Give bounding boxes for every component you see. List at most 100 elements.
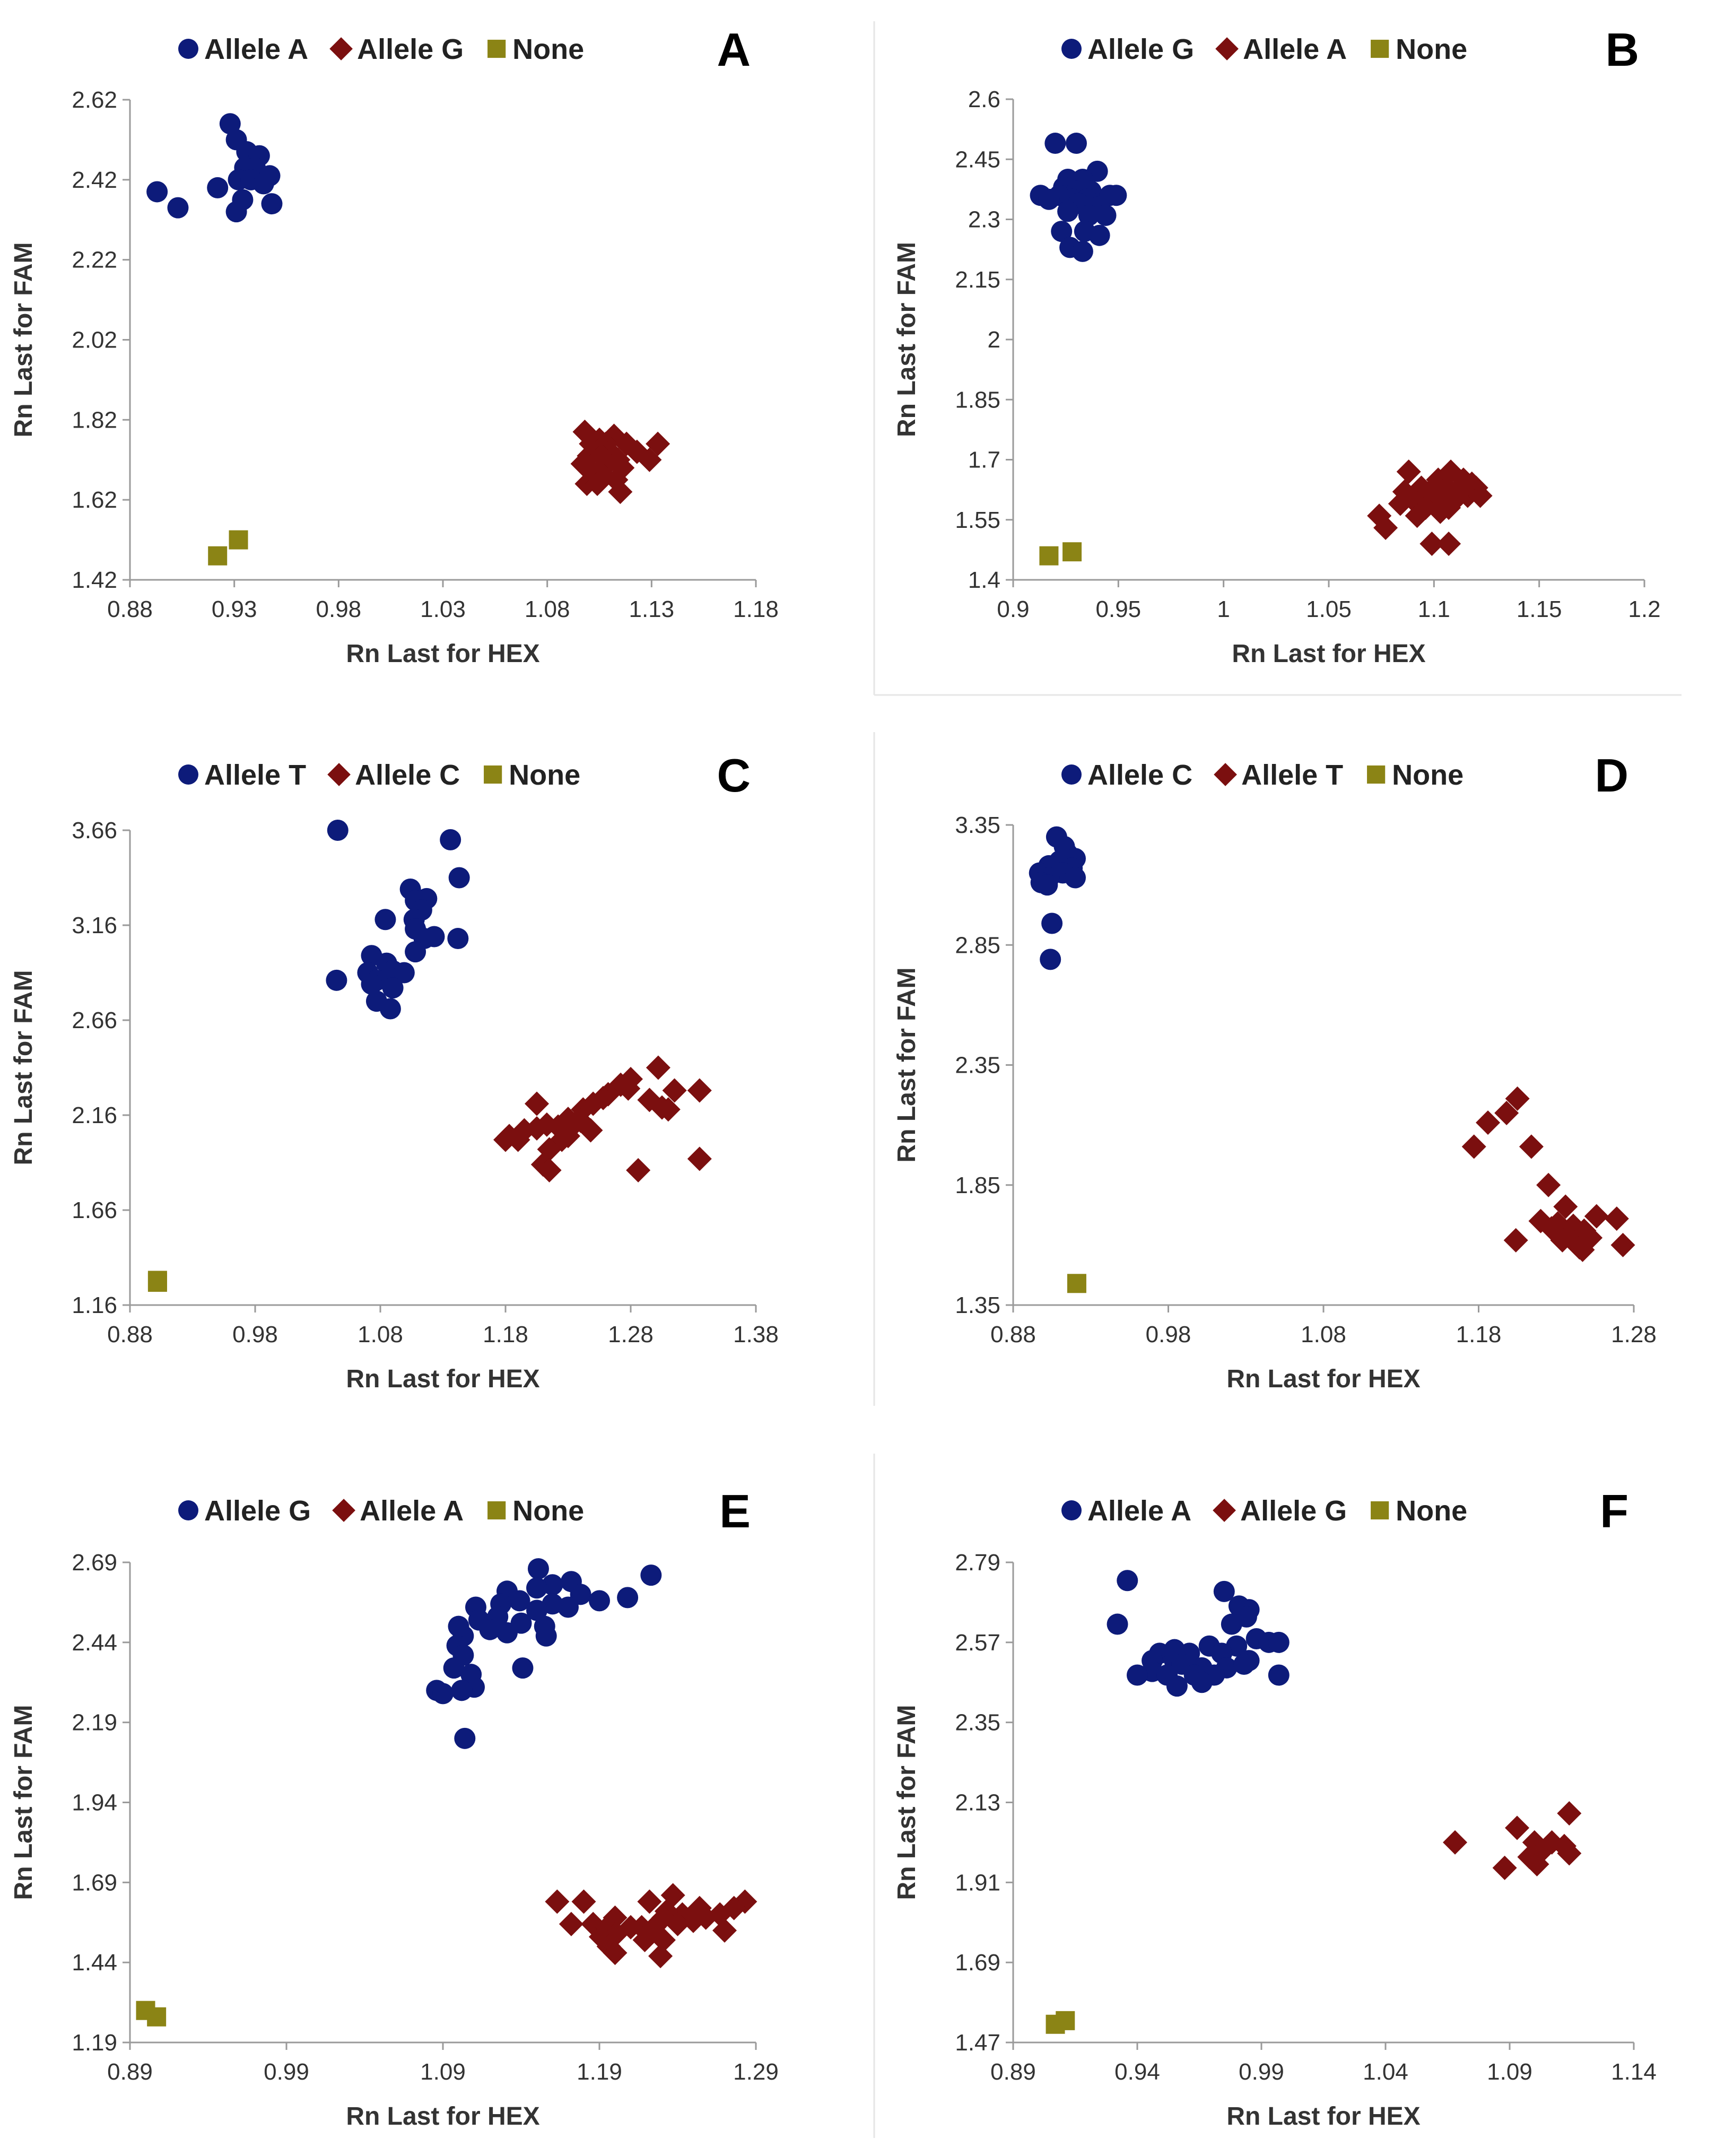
series-allele-c xyxy=(493,1055,712,1183)
data-point-diamond xyxy=(1505,1086,1530,1111)
data-point-diamond xyxy=(626,1158,651,1183)
data-point-circle xyxy=(512,1657,534,1679)
x-axis-title: Rn Last for HEX xyxy=(1232,640,1425,668)
y-axis-title: Rn Last for FAM xyxy=(10,970,38,1166)
x-tick-label: 1.28 xyxy=(1611,1322,1657,1347)
legend-label: Allele A xyxy=(360,1495,464,1527)
legend-diamond-marker xyxy=(1214,763,1237,786)
panel-letter-b: B xyxy=(1605,23,1639,76)
panel-f: 1.47 1.69 1.91 2.13 2.35 2.57 2.79 0.89 0.94 0.99… xyxy=(893,1485,1657,2131)
y-tick-label: 2.19 xyxy=(72,1710,117,1736)
series-allele-g xyxy=(426,1558,662,1749)
data-point-circle xyxy=(1066,133,1087,154)
legend-label: None xyxy=(1396,1495,1467,1527)
y-axis-title: Rn Last for FAM xyxy=(10,1705,38,1900)
y-tick-label: 2.13 xyxy=(955,1790,1000,1816)
data-point-diamond xyxy=(632,1927,657,1952)
legend-label: Allele T xyxy=(204,759,306,791)
series-allele-t xyxy=(1461,1086,1635,1262)
data-point-circle xyxy=(526,1577,547,1599)
x-tick-label: 1.05 xyxy=(1306,596,1352,622)
data-point-diamond xyxy=(1443,1830,1468,1855)
data-point-circle xyxy=(225,201,247,223)
legend-square-marker xyxy=(1367,765,1386,784)
x-tick-label: 1.08 xyxy=(358,1322,403,1347)
y-tick-label: 2.22 xyxy=(72,247,117,273)
y-tick-label: 2.85 xyxy=(955,932,1000,958)
y-tick-label: 2.62 xyxy=(72,87,117,113)
panel-b: 1.4 1.55 1.7 1.85 2 2.15 2.3 2.45 2.6 0.9 0.95 1 1.0… xyxy=(893,23,1661,668)
legend-label: Allele G xyxy=(1087,33,1194,65)
data-point-diamond xyxy=(1492,1855,1517,1880)
legend-label: Allele C xyxy=(1087,759,1192,791)
data-point-diamond xyxy=(1461,1134,1486,1159)
data-point-circle xyxy=(527,1558,549,1580)
data-point-diamond xyxy=(585,472,610,496)
data-point-diamond xyxy=(525,1091,549,1116)
series-allele-a xyxy=(1107,1570,1290,1697)
data-point-diamond xyxy=(1396,459,1421,484)
data-point-circle xyxy=(1166,1675,1188,1697)
panel-letter-f: F xyxy=(1600,1485,1628,1537)
data-point-square xyxy=(1062,542,1082,562)
data-point-circle xyxy=(535,1625,557,1647)
legend-circle-marker xyxy=(178,1500,198,1520)
data-point-circle xyxy=(1213,1580,1235,1602)
data-point-diamond xyxy=(1584,1204,1609,1229)
y-axis-title: Rn Last for FAM xyxy=(893,968,921,1163)
x-tick-label: 1 xyxy=(1217,596,1230,622)
y-tick-label: 1.85 xyxy=(955,387,1000,413)
data-point-diamond xyxy=(578,1118,603,1143)
y-tick-label: 3.66 xyxy=(72,818,117,844)
y-tick-label: 2.66 xyxy=(72,1007,117,1033)
x-tick-label: 0.94 xyxy=(1114,2059,1160,2085)
y-tick-label: 2.3 xyxy=(968,207,1000,233)
legend-circle-marker xyxy=(178,39,198,59)
data-point-circle xyxy=(1044,133,1066,154)
x-tick-label: 0.88 xyxy=(990,1322,1036,1347)
data-point-circle xyxy=(617,1587,639,1609)
data-point-circle xyxy=(167,197,189,219)
data-point-circle xyxy=(1107,1613,1128,1635)
data-point-circle xyxy=(1072,240,1093,262)
data-point-diamond xyxy=(1525,1852,1549,1877)
x-tick-label: 1.15 xyxy=(1517,596,1562,622)
data-point-diamond xyxy=(1536,1172,1561,1197)
panel-d: 1.35 1.85 2.35 2.85 3.35 0.88 0.98 1.08 1.18 1.28… xyxy=(893,749,1657,1393)
series-allele-t xyxy=(326,820,470,1020)
series-none xyxy=(208,530,248,566)
data-point-circle xyxy=(1065,867,1086,889)
panel-letter-c: C xyxy=(717,749,751,802)
series-none xyxy=(1039,542,1082,566)
x-tick-label: 1.14 xyxy=(1611,2059,1657,2085)
data-point-square xyxy=(1046,2014,1065,2034)
legend-label: None xyxy=(1392,759,1464,791)
y-tick-label: 1.91 xyxy=(955,1870,1000,1896)
legend-circle-marker xyxy=(1061,1500,1082,1520)
x-tick-label: 1.18 xyxy=(733,596,779,622)
data-point-circle xyxy=(1088,224,1110,246)
data-point-circle xyxy=(1078,204,1100,226)
x-tick-label: 0.99 xyxy=(1239,2059,1284,2085)
y-tick-label: 1.42 xyxy=(72,567,117,593)
x-axis-title: Rn Last for HEX xyxy=(346,640,539,668)
data-point-circle xyxy=(261,193,283,215)
data-point-circle xyxy=(1057,201,1079,222)
data-point-circle xyxy=(1233,1653,1255,1675)
y-tick-label: 2.16 xyxy=(72,1102,117,1128)
data-point-diamond xyxy=(1373,515,1398,540)
legend-diamond-marker xyxy=(327,763,351,786)
legend-square-marker xyxy=(1371,39,1389,58)
x-tick-label: 1.18 xyxy=(483,1322,528,1347)
y-tick-label: 1.82 xyxy=(72,407,117,433)
data-point-square xyxy=(229,530,248,550)
legend-label: Allele G xyxy=(357,33,464,65)
data-point-circle xyxy=(1191,1672,1213,1693)
y-tick-label: 2.35 xyxy=(955,1710,1000,1736)
y-tick-label: 1.35 xyxy=(955,1292,1000,1318)
y-tick-label: 2.35 xyxy=(955,1053,1000,1079)
x-tick-label: 0.9 xyxy=(997,596,1029,622)
data-point-diamond xyxy=(571,1889,596,1914)
data-point-circle xyxy=(526,1599,547,1621)
